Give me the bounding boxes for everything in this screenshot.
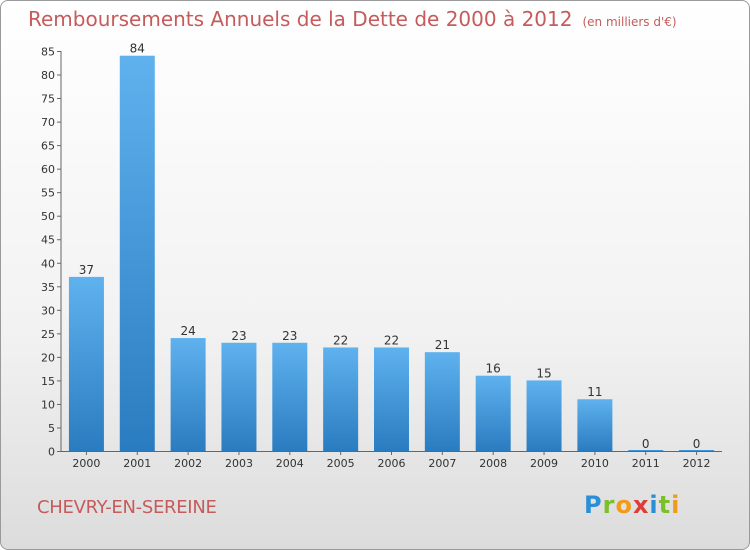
y-tick-label: 65 [41,140,55,153]
x-axis: 2000 2001 2002 2003 2004 2005 2006 2007 2008 2009… [61,451,722,470]
logo-letter: x [632,491,650,519]
y-tick-label: 10 [41,398,55,411]
x-tick-label: 2010 [581,457,609,470]
unit-note: (en milliers d'€) [582,15,677,29]
x-tick-label: 2003 [225,457,253,470]
chart-title: Remboursements Annuels de la Dette de 20… [28,7,677,31]
x-tick-label: 2009 [530,457,558,470]
bar-value-label: 23 [282,329,297,343]
bar [323,347,359,451]
bar [526,380,562,451]
logo-letter: i [649,491,659,519]
y-tick-label: 20 [41,351,55,364]
y-tick-label: 35 [41,281,55,294]
x-tick-label: 2004 [276,457,304,470]
bar-value-label: 16 [486,362,501,376]
logo-letter: r [602,491,616,519]
bar-value-label: 0 [693,437,701,451]
x-tick-label: 2001 [123,457,151,470]
logo-letter: t [658,491,672,519]
y-tick-label: 60 [41,163,55,176]
bars: 37 84 24 23 23 22 22 21 16 15 11 0 0 [68,42,715,452]
y-tick-label: 50 [41,210,55,223]
bar-value-label: 24 [180,324,195,338]
y-tick-label: 0 [48,446,55,459]
x-tick-label: 2012 [683,457,711,470]
y-tick-label: 15 [41,375,55,388]
title-text: Remboursements Annuels de la Dette de 20… [28,7,573,31]
bar-value-label: 21 [435,338,450,352]
bar-value-label: 23 [231,329,246,343]
bar-value-label: 15 [536,366,551,380]
bar-value-label: 84 [130,42,145,56]
bar-value-label: 22 [333,333,348,347]
y-axis: 0 5 10 15 20 25 30 35 40 45 50 55 60 65 70 75 80 85 [41,46,62,459]
y-tick-label: 45 [41,234,55,247]
bar [424,352,460,451]
bar [68,276,104,451]
x-tick-label: 2008 [479,457,507,470]
y-tick-label: 70 [41,116,55,129]
x-tick-label: 2007 [428,457,456,470]
y-tick-label: 75 [41,93,55,106]
x-tick-label: 2005 [327,457,355,470]
bar [577,399,613,451]
bar-value-label: 0 [642,437,650,451]
logo-letter: i [671,491,681,519]
x-tick-label: 2002 [174,457,202,470]
x-tick-label: 2006 [378,457,406,470]
y-tick-label: 55 [41,187,55,200]
bar-value-label: 22 [384,333,399,347]
y-tick-label: 5 [48,422,55,435]
logo-letter: o [615,491,633,519]
bar [374,347,409,451]
y-tick-label: 40 [41,257,55,270]
y-tick-label: 85 [41,46,55,59]
bar-value-label: 11 [587,385,602,399]
bar-value-label: 37 [79,263,94,277]
bar [221,342,257,451]
y-tick-label: 80 [41,69,55,82]
proxiti-logo: Proxiti [584,491,680,519]
bar [475,375,511,451]
bar [272,342,308,451]
bar [119,55,155,452]
logo-letter: P [584,491,603,519]
bar [170,338,206,451]
y-tick-label: 25 [41,328,55,341]
x-tick-label: 2011 [632,457,660,470]
commune-name: CHEVRY-EN-SEREINE [37,497,217,518]
y-tick-label: 30 [41,304,55,317]
x-tick-label: 2000 [72,457,100,470]
